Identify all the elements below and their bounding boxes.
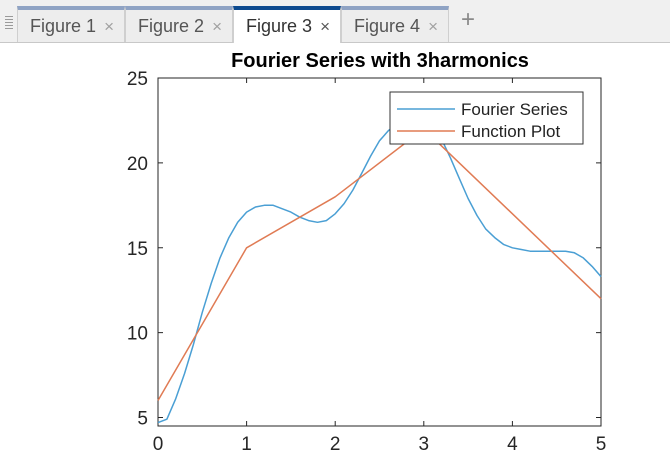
y-tick-label: 20 — [127, 154, 148, 175]
figure-tab-bar: Figure 1 × Figure 2 × Figure 3 × Figure … — [0, 0, 670, 43]
tab-label: Figure 3 — [246, 16, 313, 36]
y-tick-label: 5 — [137, 409, 148, 430]
tab-label: Figure 4 — [354, 15, 421, 36]
close-icon[interactable]: × — [212, 17, 222, 36]
tab-figure-1[interactable]: Figure 1 × — [17, 6, 125, 42]
tab-label: Figure 1 — [30, 15, 97, 36]
drag-grip-icon[interactable] — [5, 16, 13, 30]
x-tick-label: 4 — [507, 434, 518, 455]
y-tick-label: 15 — [127, 239, 148, 260]
close-icon[interactable]: × — [428, 17, 438, 36]
x-tick-label: 3 — [419, 434, 430, 455]
x-tick-label: 1 — [241, 434, 252, 455]
x-tick-label: 2 — [330, 434, 341, 455]
figure-canvas[interactable]: Fourier Series with 3harmonics 0 1 2 3 4 5 5 10… — [0, 43, 670, 467]
y-tick-label: 10 — [127, 324, 148, 345]
series-line-function-plot — [157, 128, 602, 401]
series-lines — [157, 117, 602, 424]
axes — [157, 77, 602, 427]
tab-label: Figure 2 — [138, 15, 205, 36]
legend-label-function-plot: Function Plot — [461, 122, 560, 141]
legend[interactable]: Fourier Series Function Plot — [389, 91, 584, 145]
plot-area-border — [157, 77, 602, 427]
tab-figure-4[interactable]: Figure 4 × — [341, 6, 449, 42]
axis-ticks: 0 1 2 3 4 5 5 10 15 20 25 — [127, 69, 606, 455]
close-icon[interactable]: × — [320, 17, 330, 36]
legend-label-fourier-series: Fourier Series — [461, 100, 568, 119]
close-icon[interactable]: × — [104, 17, 114, 36]
chart-title: Fourier Series with 3harmonics — [231, 50, 529, 72]
tab-figure-2[interactable]: Figure 2 × — [125, 6, 233, 42]
x-tick-label: 5 — [596, 434, 607, 455]
x-tick-label: 0 — [153, 434, 164, 455]
legend-box — [389, 91, 584, 145]
y-tick-label: 25 — [127, 69, 148, 90]
chart: Fourier Series with 3harmonics 0 1 2 3 4 5 5 10… — [127, 50, 606, 455]
tab-figure-3[interactable]: Figure 3 × — [233, 6, 341, 43]
add-tab-icon[interactable]: + — [461, 6, 476, 33]
series-line-fourier-series — [157, 117, 602, 424]
